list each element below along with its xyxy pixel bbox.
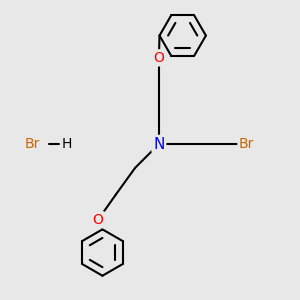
Text: O: O [154,51,164,65]
Text: H: H [61,137,72,151]
Text: O: O [92,213,104,227]
Text: Br: Br [239,137,254,151]
Text: N: N [153,136,165,152]
Text: Br: Br [25,137,40,151]
